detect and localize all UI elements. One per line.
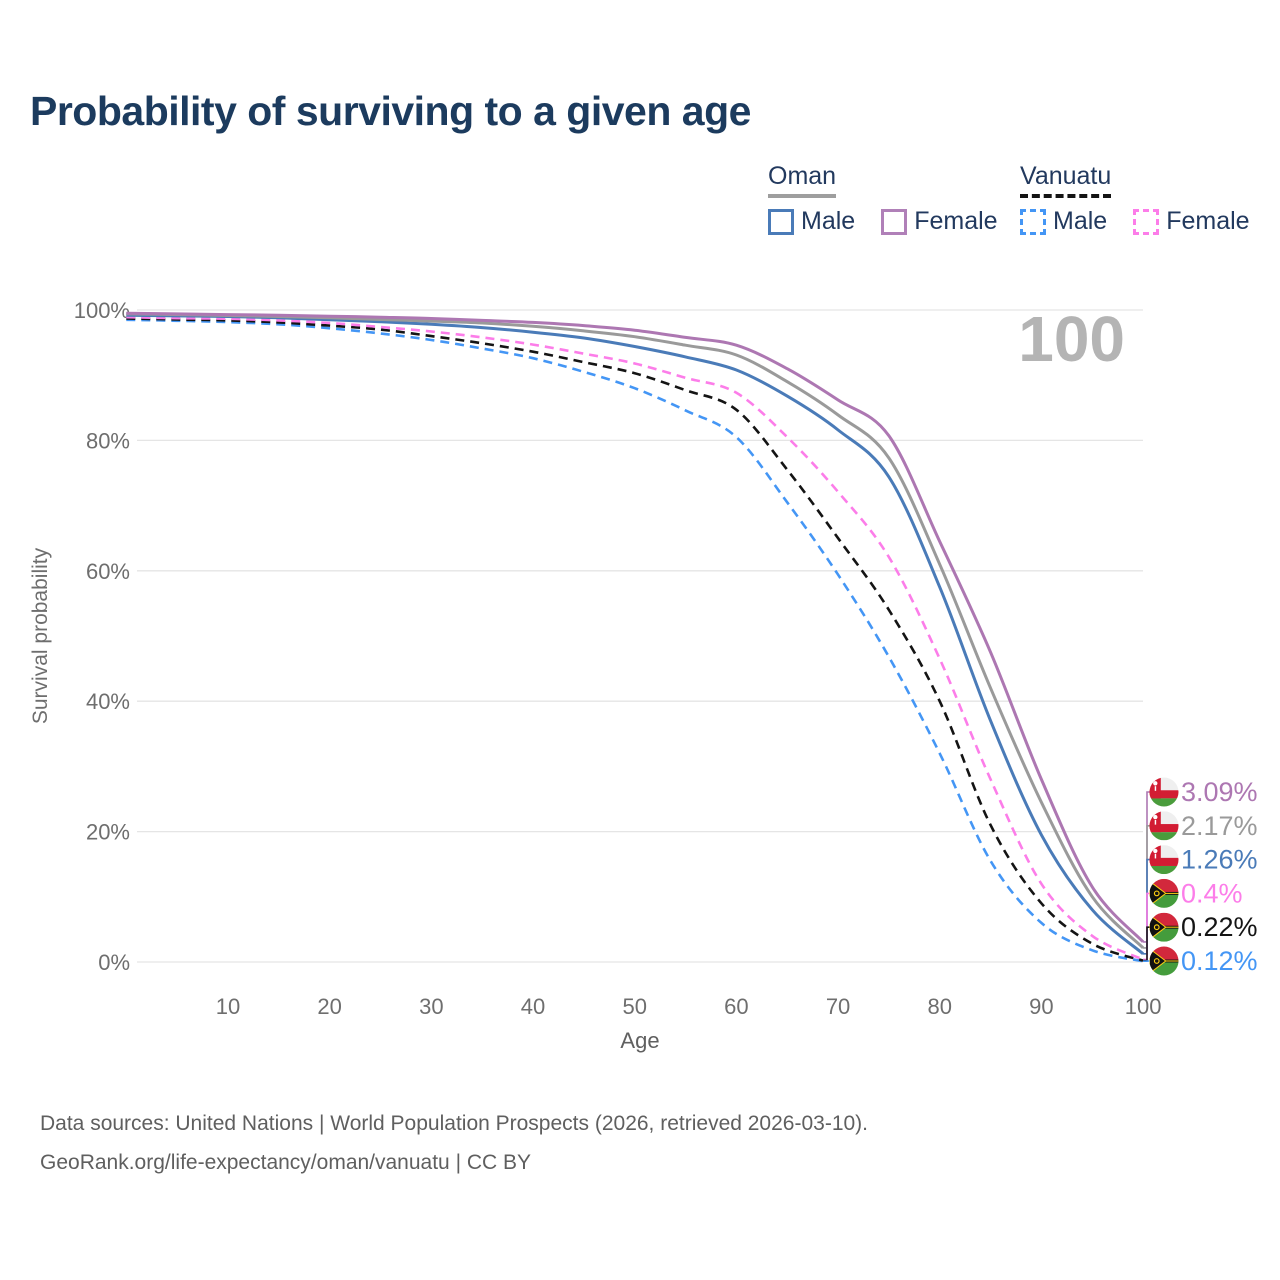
end-label-value[interactable]: 0.22% [1181, 912, 1258, 942]
oman-flag-icon [1149, 811, 1179, 841]
end-label-value[interactable]: 0.4% [1181, 878, 1243, 908]
x-tick-label-60: 60 [724, 994, 748, 1019]
x-tick-label-50: 50 [622, 994, 646, 1019]
legend-swatch-vanuatu-male-icon [1020, 208, 1046, 235]
x-tick-label-70: 70 [826, 994, 850, 1019]
legend-item-vanuatu-female[interactable]: Female [1133, 207, 1250, 236]
end-label-leader [1143, 926, 1150, 962]
legend-items-oman: Male Female [768, 207, 998, 236]
series-line-oman-male[interactable] [126, 313, 1145, 955]
chart-title: Probability of surviving to a given age [30, 88, 751, 134]
legend-item-label: Female [1166, 207, 1250, 235]
legend-group-oman: Oman Male Female [768, 162, 998, 236]
legend-item-label: Male [1053, 207, 1108, 235]
x-tick-label-100: 100 [1125, 994, 1162, 1019]
legend-item-vanuatu-male[interactable]: Male [1020, 207, 1107, 236]
x-tick-label-10: 10 [216, 994, 240, 1019]
y-tick-label-60: 60% [86, 559, 130, 584]
series-line-vanuatu-all[interactable] [126, 317, 1144, 962]
y-tick-label-80: 80% [86, 428, 130, 453]
end-label-vanuatu-female: 0.4% [1143, 878, 1243, 961]
y-tick-label-100: 100% [74, 298, 130, 323]
end-label-vanuatu-all: 0.22% [1143, 912, 1258, 962]
footer-license-line: GeoRank.org/life-expectancy/oman/vanuatu… [40, 1151, 532, 1174]
survival-chart: 0% 20% 40% 60% 80% 100% 10 20 30 40 50 60 70 80 90 100 A… [29, 298, 1258, 1053]
y-axis-title: Survival probability [29, 547, 52, 724]
vanuatu-flag-icon [1149, 946, 1179, 976]
end-label-value[interactable]: 0.12% [1181, 946, 1258, 976]
end-label-oman-all: 2.17% [1143, 811, 1258, 949]
end-label-value[interactable]: 3.09% [1181, 777, 1258, 807]
y-tick-label-0: 0% [98, 950, 130, 975]
series-line-oman-all[interactable] [126, 312, 1145, 949]
footer-source-line: Data sources: United Nations | World Pop… [40, 1112, 869, 1135]
x-tick-label-90: 90 [1029, 994, 1053, 1019]
series-line-oman-female[interactable] [126, 311, 1145, 943]
y-tick-label-40: 40% [86, 689, 130, 714]
legend-item-oman-male[interactable]: Male [768, 207, 855, 236]
watermark-age: 100 [1018, 303, 1125, 375]
legend-item-label: Female [914, 207, 998, 235]
end-label-value[interactable]: 1.26% [1181, 845, 1258, 875]
x-tick-label-40: 40 [521, 994, 545, 1019]
legend-country-oman: Oman [768, 162, 837, 198]
series-line-vanuatu-female[interactable] [126, 315, 1144, 961]
legend-item-oman-female[interactable]: Female [881, 207, 998, 236]
footer: Data sources: United Nations | World Pop… [40, 1104, 868, 1182]
end-label-value[interactable]: 2.17% [1181, 811, 1258, 841]
y-tick-label-20: 20% [86, 820, 130, 845]
legend-items-vanuatu: Male Female [1020, 207, 1250, 236]
x-tick-label-30: 30 [419, 994, 443, 1019]
vanuatu-flag-icon [1149, 878, 1179, 908]
vanuatu-flag-icon [1149, 912, 1179, 942]
legend-group-vanuatu: Vanuatu Male Female [1020, 162, 1250, 236]
end-label-vanuatu-male: 0.12% [1143, 946, 1258, 976]
x-axis-title: Age [620, 1028, 659, 1053]
series-line-vanuatu-male[interactable] [126, 318, 1144, 963]
legend-item-label: Male [801, 207, 856, 235]
x-tick-label-80: 80 [927, 994, 951, 1019]
legend-country-vanuatu: Vanuatu [1020, 162, 1112, 198]
legend-swatch-oman-female-icon [881, 208, 908, 235]
end-label-oman-male: 1.26% [1143, 845, 1258, 955]
x-tick-label-20: 20 [317, 994, 341, 1019]
legend-swatch-oman-male-icon [768, 208, 794, 235]
oman-flag-icon [1149, 777, 1179, 807]
oman-flag-icon [1149, 845, 1179, 875]
legend-swatch-vanuatu-female-icon [1133, 208, 1160, 235]
